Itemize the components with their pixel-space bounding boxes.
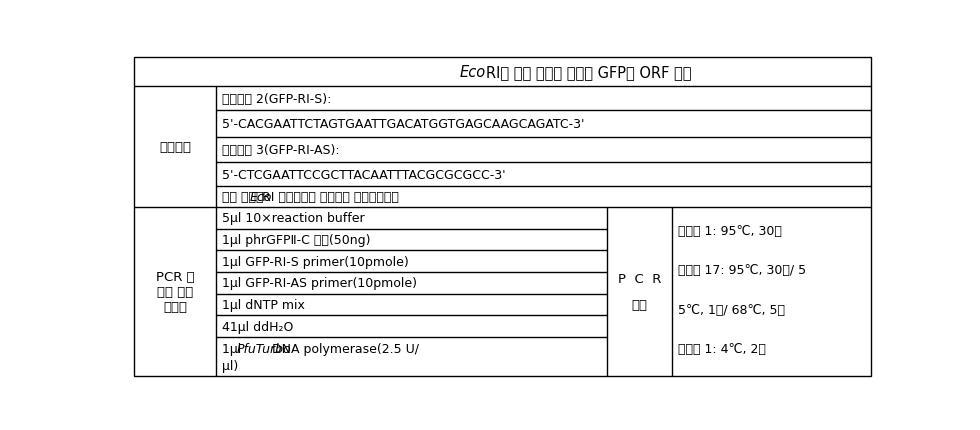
Text: 프라이머: 프라이머	[159, 141, 191, 154]
Text: 조건: 조건	[631, 298, 647, 312]
Text: 41μl ddH₂O: 41μl ddH₂O	[222, 320, 294, 333]
Text: μl): μl)	[222, 359, 239, 372]
Text: Eco: Eco	[460, 65, 485, 80]
Text: RI이 양쪽 말단에 포함된 GFP의 ORF 증폭: RI이 양쪽 말단에 포함된 GFP의 ORF 증폭	[485, 65, 691, 80]
Text: 5'-CACGAATTCTAGTGAATTGACATGGTGAGCAAGCAGATC-3': 5'-CACGAATTCTAGTGAATTGACATGGTGAGCAAGCAGA…	[222, 118, 585, 131]
Text: 사이클 17: 95℃, 30초/ 5: 사이클 17: 95℃, 30초/ 5	[678, 264, 806, 277]
Text: 사이클 1: 95℃, 30초: 사이클 1: 95℃, 30초	[678, 224, 782, 238]
Text: DNA polymerase(2.5 U/: DNA polymerase(2.5 U/	[269, 342, 419, 355]
Text: 5'-CTCGAATTCCGCTTACAATTTACGCGCGCC-3': 5'-CTCGAATTCCGCTTACAATTTACGCGCGCC-3'	[222, 168, 506, 181]
Text: 사이클 1: 4℃, 2분: 사이클 1: 4℃, 2분	[678, 342, 765, 355]
Text: PCR 을
위한 합성
반응액: PCR 을 위한 합성 반응액	[156, 270, 194, 313]
Text: Eco: Eco	[250, 191, 272, 204]
Text: 1μl GFP-RI-S primer(10pmole): 1μl GFP-RI-S primer(10pmole)	[222, 255, 410, 268]
Text: 밑줄 부분이: 밑줄 부분이	[222, 191, 268, 204]
Text: P  C  R: P C R	[617, 272, 661, 285]
Text: 서열번호 3(GFP-RI-AS):: 서열번호 3(GFP-RI-AS):	[222, 144, 340, 157]
Text: 1μl phrGFPⅡ-C 벡터(50ng): 1μl phrGFPⅡ-C 벡터(50ng)	[222, 233, 371, 246]
Text: 1μl dNTP mix: 1μl dNTP mix	[222, 298, 306, 311]
Text: 서열번호 2(GFP-RI-S):: 서열번호 2(GFP-RI-S):	[222, 92, 332, 105]
Text: 1μl: 1μl	[222, 342, 246, 355]
Text: RI 제한효소가 인식하는 염기서열이다: RI 제한효소가 인식하는 염기서열이다	[262, 191, 399, 204]
Text: 5℃, 1분/ 68℃, 5분: 5℃, 1분/ 68℃, 5분	[678, 303, 785, 316]
Text: PfuTurbo: PfuTurbo	[237, 342, 292, 355]
Text: 1μl GFP-RI-AS primer(10pmole): 1μl GFP-RI-AS primer(10pmole)	[222, 277, 417, 290]
Text: 5μl 10×reaction buffer: 5μl 10×reaction buffer	[222, 212, 366, 225]
